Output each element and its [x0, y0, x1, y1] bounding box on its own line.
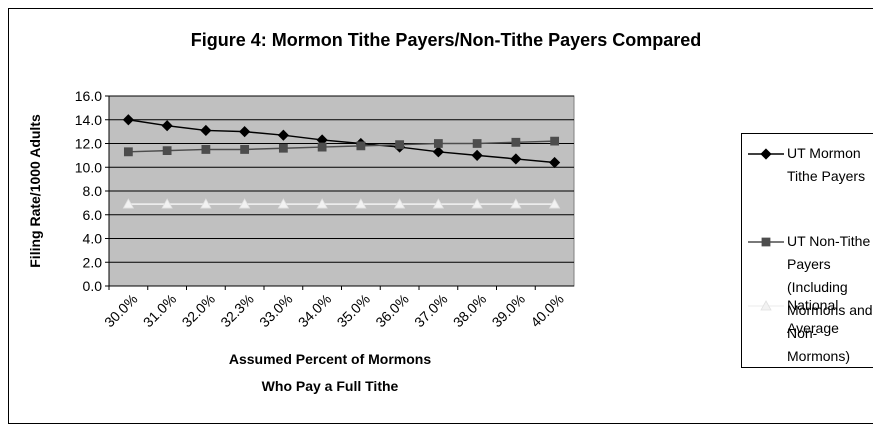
x-tick-label: 40.0%: [527, 291, 566, 330]
x-tick-label: 30.0%: [101, 291, 140, 330]
legend-label: National Average: [787, 297, 839, 336]
series-line: [128, 140, 555, 153]
point: [433, 139, 443, 148]
legend-marker: [761, 237, 771, 247]
legend: UT Mormon Tithe Payers UT Non-Tithe Payer…: [741, 133, 873, 368]
point: [161, 198, 173, 209]
point: [471, 149, 483, 161]
point: [200, 124, 212, 137]
y-tick-label: 10.0: [75, 159, 102, 175]
x-tick-label: 36.0%: [372, 291, 411, 330]
series-line: [128, 119, 555, 164]
point: [278, 143, 288, 153]
y-tick-label: 8.0: [83, 183, 103, 199]
point: [471, 198, 483, 209]
x-tick-label: 33.0%: [256, 291, 295, 330]
point: [317, 142, 327, 152]
x-tick-label: 39.0%: [489, 291, 528, 330]
x-tick-label: 31.0%: [140, 291, 179, 330]
x-tick-label: 38.0%: [450, 291, 489, 330]
y-tick-label: 12.0: [75, 136, 102, 152]
x-axis-title: Assumed Percent of Mormons Who Pay a Ful…: [228, 351, 432, 394]
point: [123, 147, 133, 157]
y-tick-label: 6.0: [83, 207, 103, 223]
y-axis-title: Filing Rate/1000 Adults: [27, 114, 43, 268]
y-tick-label: 14.0: [75, 112, 102, 128]
y-tick-label: 4.0: [83, 231, 103, 247]
point: [548, 198, 561, 209]
x-tick-label: 32.3%: [217, 291, 256, 330]
point: [161, 120, 173, 132]
x-tick-label: 37.0%: [411, 291, 450, 330]
point: [549, 156, 561, 169]
point: [511, 137, 521, 147]
legend-label: UT Mormon Tithe Payers: [787, 145, 866, 184]
point: [355, 198, 367, 209]
point: [240, 145, 250, 154]
point: [277, 198, 290, 209]
point: [395, 140, 405, 150]
point: [201, 145, 211, 154]
point: [432, 146, 444, 158]
y-tick-label: 16.0: [75, 88, 102, 104]
point: [122, 198, 135, 209]
chart-frame: [8, 8, 873, 424]
point: [238, 198, 251, 209]
point: [200, 198, 212, 209]
chart-title: Figure 4: Mormon Tithe Payers/Non-Tithe …: [191, 30, 701, 50]
point: [239, 126, 251, 138]
x-tick-label: 34.0%: [295, 291, 334, 330]
point: [510, 198, 522, 209]
legend-marker: [760, 148, 772, 160]
legend-symbols: [748, 148, 784, 311]
point: [122, 114, 134, 126]
point: [277, 129, 289, 141]
point: [393, 198, 406, 209]
x-tick-label: 35.0%: [334, 291, 373, 330]
y-tick-label: 2.0: [83, 254, 103, 270]
point: [162, 146, 172, 156]
point: [472, 139, 482, 148]
point: [550, 136, 560, 146]
point: [510, 153, 522, 165]
point: [356, 141, 366, 151]
legend-label: UT Non-Tithe Payers (Including Mormons a…: [787, 233, 873, 364]
point: [316, 198, 328, 209]
legend-marker: [760, 300, 772, 311]
y-tick-label: 0.0: [83, 278, 103, 294]
x-tick-label: 32.0%: [179, 291, 218, 330]
point: [432, 198, 445, 209]
